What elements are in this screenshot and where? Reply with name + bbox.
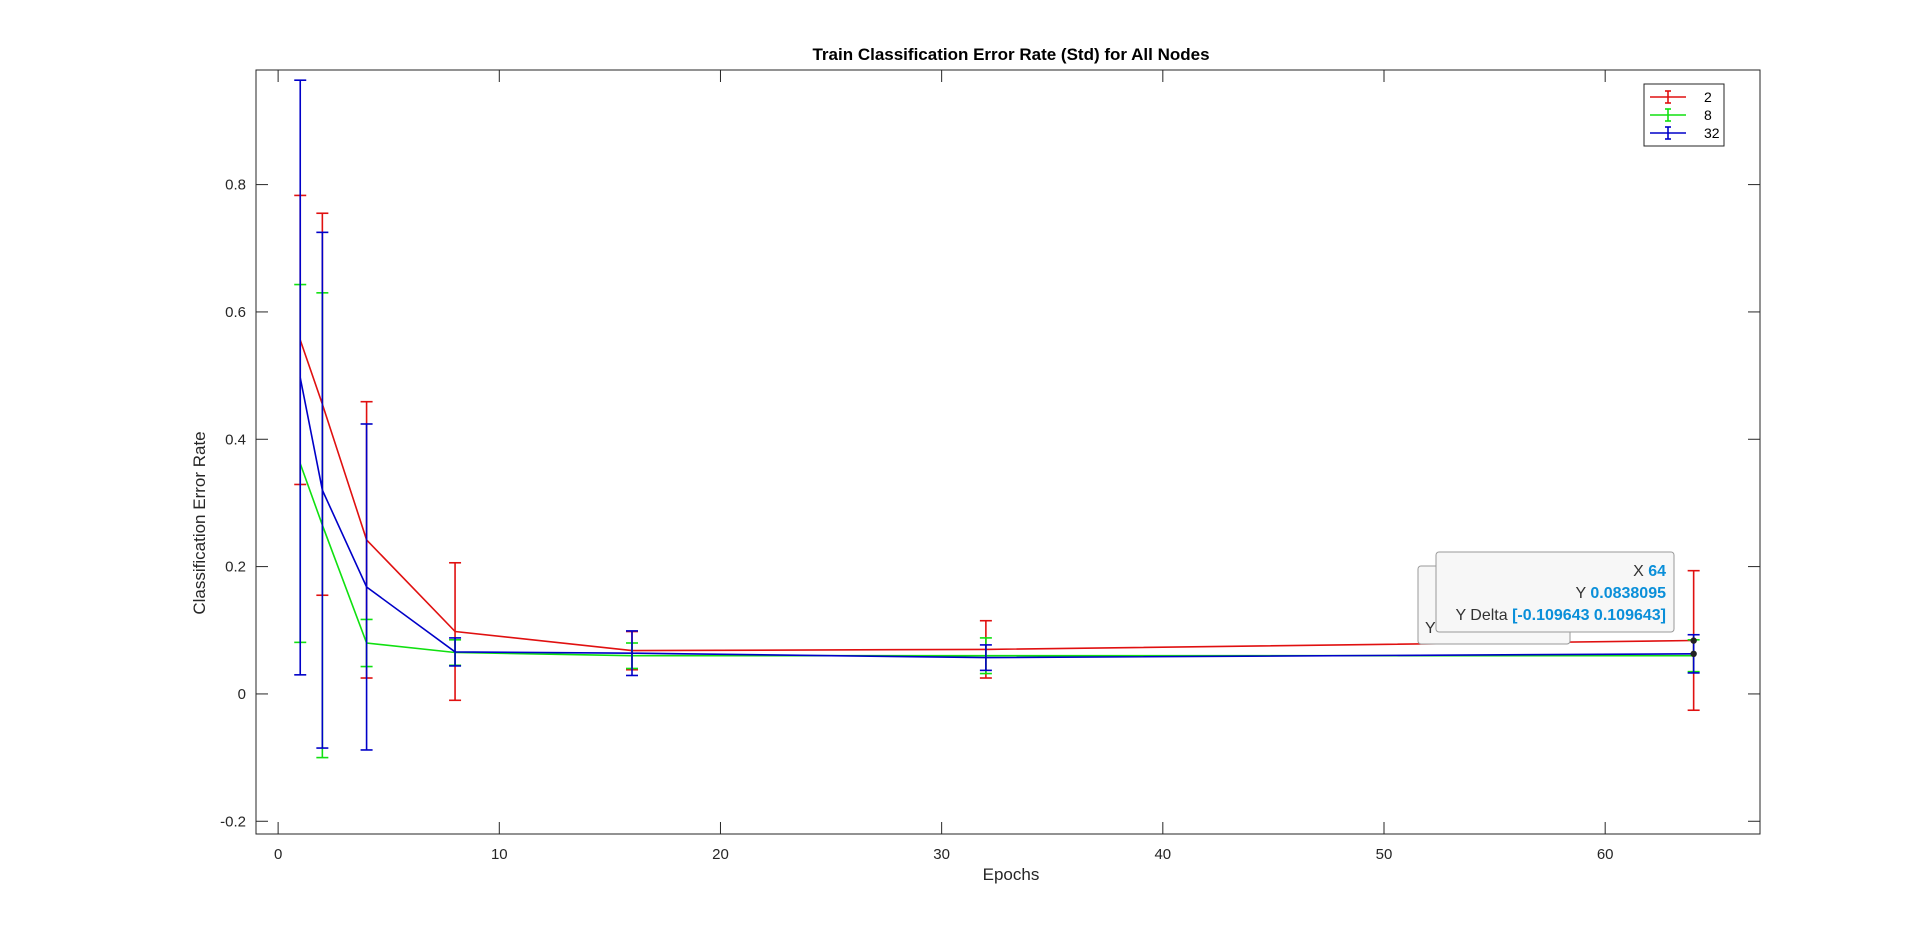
x-tick-label: 30	[933, 846, 950, 863]
y-tick-label: 0.2	[225, 559, 246, 576]
y-tick-label: 0	[238, 686, 246, 703]
plot-area: 0 10 20 30 40 50 60 -0.2 0 0.2 0.4 0.6 0.8	[220, 69, 1761, 863]
y-tick-label: 0.8	[225, 177, 246, 194]
datatip-row: Y 0.0838095	[1576, 585, 1667, 602]
datatip[interactable]: Y X 64 Y 0.0838095 Y Delta [-0.109643 0.109…	[1417, 551, 1697, 658]
y-axis-label: Classification Error Rate	[190, 431, 209, 614]
x-tick-label: 50	[1376, 846, 1393, 863]
x-tick-label: 10	[491, 846, 508, 863]
datatip-row: X 64	[1633, 563, 1666, 580]
x-tick-label: 60	[1597, 846, 1614, 863]
y-tick-label: 0.6	[225, 304, 246, 321]
x-tick-label: 40	[1154, 846, 1171, 863]
legend-label: 32	[1704, 125, 1720, 141]
legend-label: 2	[1704, 89, 1712, 105]
series-8	[294, 283, 1700, 759]
datatip-marker	[1690, 637, 1697, 644]
x-tick-label: 20	[712, 846, 729, 863]
series-32	[294, 79, 1700, 751]
chart-title: Train Classification Error Rate (Std) fo…	[812, 45, 1209, 64]
legend: 2 8 32	[1643, 83, 1725, 147]
datatip-marker-back	[1690, 650, 1697, 658]
datatip-box	[1435, 551, 1675, 633]
y-tick-label: -0.2	[220, 813, 246, 830]
y-tick-label: 0.4	[225, 431, 246, 448]
legend-label: 8	[1704, 107, 1712, 123]
axes-box	[255, 69, 1761, 835]
datatip-back-label: Y	[1425, 620, 1436, 637]
datatip-row: Y Delta [-0.109643 0.109643]	[1455, 607, 1666, 624]
x-tick-label: 0	[274, 846, 282, 863]
x-axis-label: Epochs	[983, 865, 1040, 884]
